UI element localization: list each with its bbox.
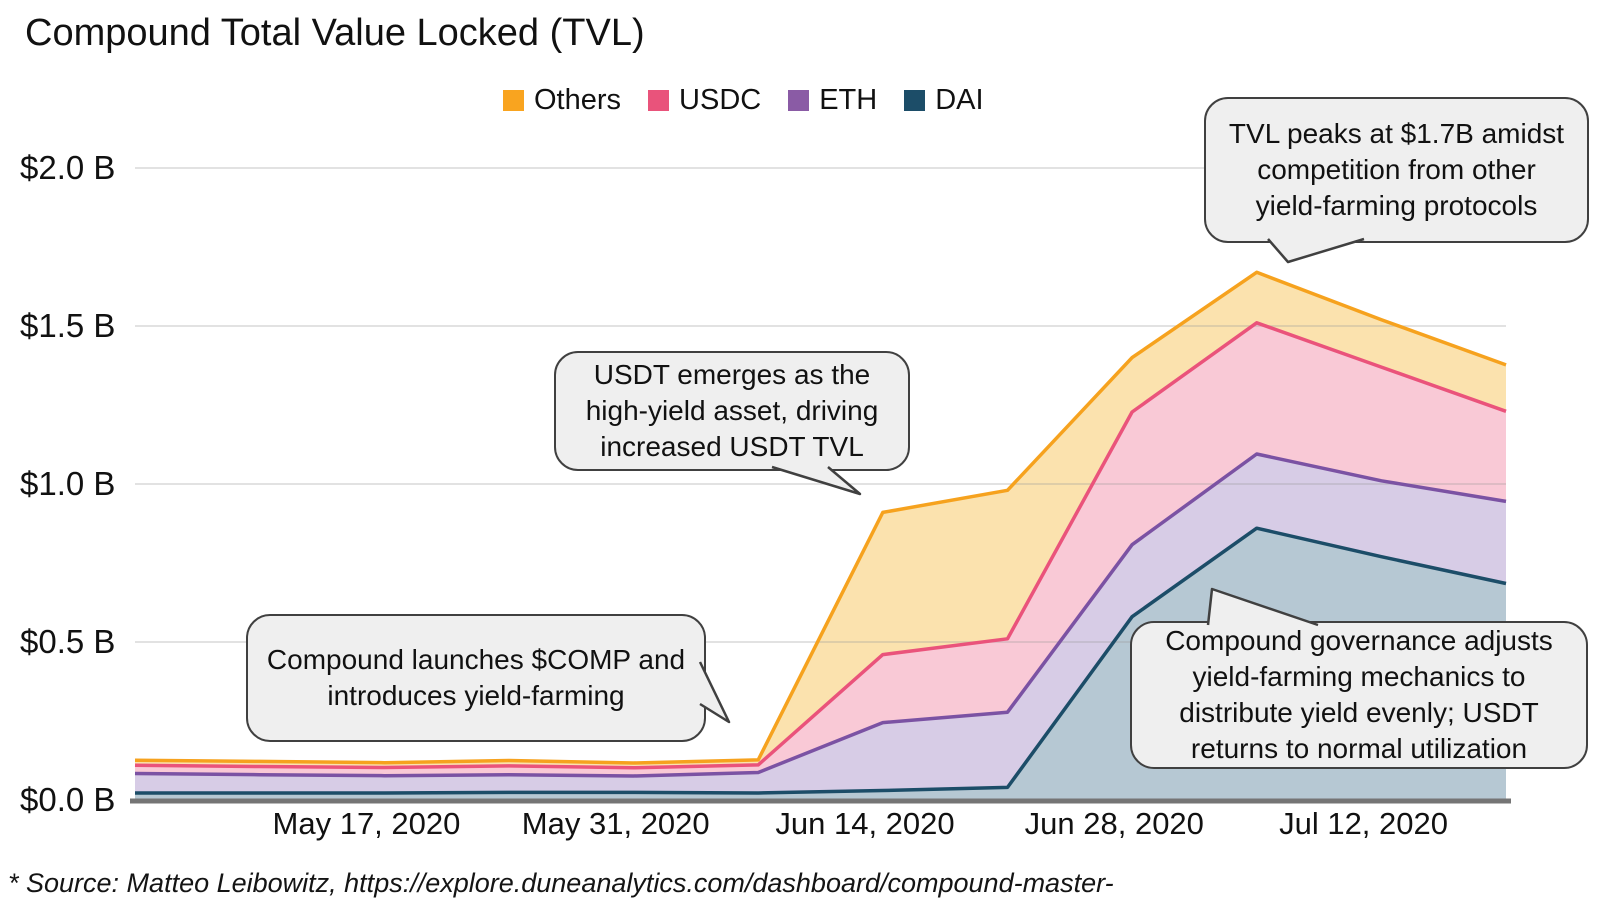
callout-governance: Compound governance adjusts yield-farmin… bbox=[1130, 621, 1588, 769]
y-tick-label: $1.0 B bbox=[20, 465, 116, 502]
area-eth bbox=[135, 454, 1506, 793]
area-others bbox=[135, 272, 1506, 768]
line-others bbox=[134, 270, 1507, 765]
line-eth bbox=[134, 452, 1507, 778]
callout-usdt-emerges-text: USDT emerges as the high-yield asset, dr… bbox=[585, 359, 879, 462]
legend-swatch-icon bbox=[904, 90, 926, 111]
x-tick-label: Jun 28, 2020 bbox=[1024, 806, 1204, 841]
area-usdc bbox=[135, 322, 1506, 776]
legend-swatch-icon bbox=[503, 90, 524, 111]
y-tick-label: $2.0 B bbox=[20, 149, 116, 186]
source-attribution: * Source: Matteo Leibowitz, https://expl… bbox=[8, 868, 1114, 898]
x-tick-label: May 17, 2020 bbox=[272, 806, 461, 841]
legend-label: USDC bbox=[679, 84, 762, 116]
legend-label: Others bbox=[534, 84, 622, 116]
y-tick-label: $1.5 B bbox=[20, 307, 116, 344]
line-dai bbox=[135, 526, 1507, 795]
legend-item-dai: DAI bbox=[904, 84, 984, 117]
legend-item-usdc: USDC bbox=[648, 84, 761, 117]
legend-item-eth: ETH bbox=[788, 84, 877, 117]
callout-comp-launch-text: Compound launches $COMP and introduces y… bbox=[266, 644, 686, 711]
legend-item-others: Others bbox=[503, 84, 621, 117]
legend-swatch-icon bbox=[648, 90, 670, 111]
x-tick-label: Jun 14, 2020 bbox=[775, 806, 955, 841]
x-tick-label: Jul 12, 2020 bbox=[1279, 806, 1449, 841]
callout-usdt-emerges: USDT emerges as the high-yield asset, dr… bbox=[554, 351, 910, 471]
page-title: Compound Total Value Locked (TVL) bbox=[25, 12, 645, 54]
chart-legend: Others USDC ETH DAI bbox=[503, 84, 984, 117]
legend-label: DAI bbox=[935, 84, 984, 116]
y-tick-label: $0.0 B bbox=[20, 781, 116, 818]
callout-tvl-peak-text: TVL peaks at $1.7B amidst competition fr… bbox=[1228, 118, 1565, 221]
callout-tvl-peak: TVL peaks at $1.7B amidst competition fr… bbox=[1204, 97, 1589, 243]
legend-label: ETH bbox=[819, 84, 878, 116]
y-tick-label: $0.5 B bbox=[20, 623, 116, 660]
callout-comp-launch: Compound launches $COMP and introduces y… bbox=[246, 614, 706, 742]
callout-governance-text: Compound governance adjusts yield-farmin… bbox=[1165, 625, 1553, 764]
x-tick-label: May 31, 2020 bbox=[521, 806, 710, 841]
line-usdc bbox=[134, 321, 1507, 770]
legend-swatch-icon bbox=[788, 90, 810, 111]
